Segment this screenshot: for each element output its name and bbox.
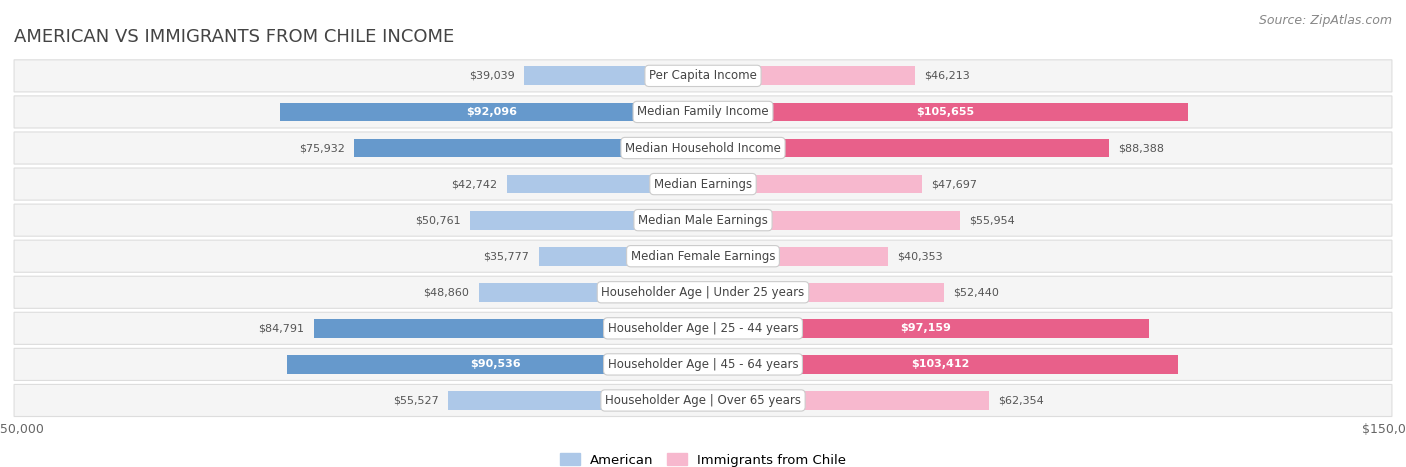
Bar — [703, 139, 1109, 157]
FancyBboxPatch shape — [14, 312, 1392, 344]
Text: $39,039: $39,039 — [468, 71, 515, 81]
Bar — [703, 103, 1188, 121]
Text: Source: ZipAtlas.com: Source: ZipAtlas.com — [1258, 14, 1392, 27]
FancyBboxPatch shape — [14, 132, 1392, 164]
Text: Median Household Income: Median Household Income — [626, 142, 780, 155]
Text: $35,777: $35,777 — [484, 251, 530, 261]
Text: $55,954: $55,954 — [969, 215, 1015, 225]
Text: $105,655: $105,655 — [917, 107, 974, 117]
Text: $90,536: $90,536 — [470, 360, 520, 369]
Text: $48,860: $48,860 — [423, 287, 470, 297]
Bar — [470, 211, 703, 229]
Text: Householder Age | 25 - 44 years: Householder Age | 25 - 44 years — [607, 322, 799, 335]
Bar — [506, 175, 703, 193]
Text: $46,213: $46,213 — [924, 71, 970, 81]
FancyBboxPatch shape — [14, 96, 1392, 128]
Text: Median Earnings: Median Earnings — [654, 177, 752, 191]
Text: Median Family Income: Median Family Income — [637, 106, 769, 119]
Text: $103,412: $103,412 — [911, 360, 970, 369]
Text: $52,440: $52,440 — [953, 287, 998, 297]
Bar — [703, 319, 1149, 338]
Text: $75,932: $75,932 — [299, 143, 344, 153]
FancyBboxPatch shape — [14, 348, 1392, 381]
Bar — [703, 66, 915, 85]
Text: Per Capita Income: Per Capita Income — [650, 70, 756, 82]
Text: $40,353: $40,353 — [897, 251, 943, 261]
Bar — [538, 247, 703, 266]
Text: $88,388: $88,388 — [1118, 143, 1164, 153]
Text: $42,742: $42,742 — [451, 179, 498, 189]
Bar — [703, 175, 922, 193]
Legend: American, Immigrants from Chile: American, Immigrants from Chile — [554, 448, 852, 467]
FancyBboxPatch shape — [14, 240, 1392, 272]
FancyBboxPatch shape — [14, 384, 1392, 417]
FancyBboxPatch shape — [14, 168, 1392, 200]
Text: $50,761: $50,761 — [415, 215, 461, 225]
Bar — [314, 319, 703, 338]
FancyBboxPatch shape — [14, 276, 1392, 308]
Bar — [703, 247, 889, 266]
Text: AMERICAN VS IMMIGRANTS FROM CHILE INCOME: AMERICAN VS IMMIGRANTS FROM CHILE INCOME — [14, 28, 454, 46]
Bar — [703, 211, 960, 229]
Text: Median Male Earnings: Median Male Earnings — [638, 213, 768, 226]
Text: $97,159: $97,159 — [901, 323, 952, 333]
Text: Householder Age | Under 25 years: Householder Age | Under 25 years — [602, 286, 804, 299]
Bar — [280, 103, 703, 121]
Text: $47,697: $47,697 — [931, 179, 977, 189]
Bar — [703, 355, 1178, 374]
FancyBboxPatch shape — [14, 60, 1392, 92]
Text: $55,527: $55,527 — [394, 396, 439, 405]
Bar — [523, 66, 703, 85]
Bar — [287, 355, 703, 374]
FancyBboxPatch shape — [14, 204, 1392, 236]
Text: Householder Age | Over 65 years: Householder Age | Over 65 years — [605, 394, 801, 407]
Text: $62,354: $62,354 — [998, 396, 1045, 405]
Bar — [449, 391, 703, 410]
Text: Householder Age | 45 - 64 years: Householder Age | 45 - 64 years — [607, 358, 799, 371]
Text: $92,096: $92,096 — [465, 107, 517, 117]
Bar — [703, 391, 990, 410]
Bar — [354, 139, 703, 157]
Bar — [703, 283, 943, 302]
Text: $84,791: $84,791 — [259, 323, 304, 333]
Text: Median Female Earnings: Median Female Earnings — [631, 250, 775, 263]
Bar — [478, 283, 703, 302]
